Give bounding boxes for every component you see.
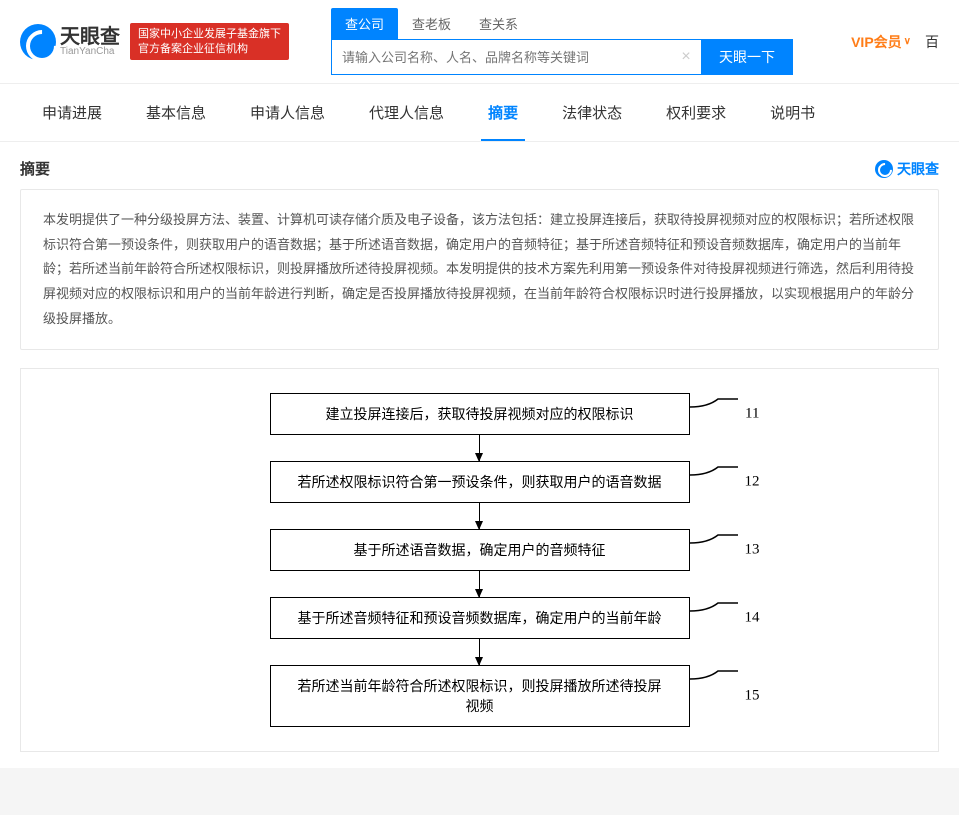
lead-line: [690, 465, 738, 479]
flow-arrow: [479, 435, 481, 461]
search-input[interactable]: [331, 39, 671, 75]
vip-link[interactable]: VIP会员∨ 百: [851, 32, 939, 52]
clear-icon[interactable]: ×: [671, 39, 701, 75]
tab-applicant[interactable]: 申请人信息: [228, 84, 347, 141]
search-tab-boss[interactable]: 查老板: [398, 8, 465, 39]
flow-node-box: 若所述权限标识符合第一预设条件，则获取用户的语音数据: [270, 461, 690, 503]
flow-node-number: 11: [745, 406, 759, 423]
flow-node-12: 若所述权限标识符合第一预设条件，则获取用户的语音数据12: [270, 461, 690, 503]
header: 天眼查 TianYanCha 国家中小企业发展子基金旗下 官方备案企业征信机构 …: [0, 0, 959, 84]
flow-node-box: 若所述当前年龄符合所述权限标识，则投屏播放所述待投屏视频: [270, 665, 690, 727]
search-bar: × 天眼一下: [331, 39, 793, 75]
lead-line: [690, 669, 738, 683]
logo-text-cn: 天眼查: [60, 27, 120, 47]
tab-agent[interactable]: 代理人信息: [347, 84, 466, 141]
flow-node-14: 基于所述音频特征和预设音频数据库，确定用户的当前年龄14: [270, 597, 690, 639]
logo-text-en: TianYanCha: [60, 47, 120, 57]
flow-arrow: [479, 639, 481, 665]
tab-progress[interactable]: 申请进展: [20, 84, 124, 141]
flow-arrow: [479, 571, 481, 597]
lead-line: [690, 397, 738, 411]
flowchart: 建立投屏连接后，获取待投屏视频对应的权限标识11若所述权限标识符合第一预设条件，…: [20, 368, 939, 752]
flow-node-11: 建立投屏连接后，获取待投屏视频对应的权限标识11: [270, 393, 690, 435]
logo-icon: [20, 24, 56, 60]
search-tabs: 查公司 查老板 查关系: [331, 8, 793, 39]
abstract-text: 本发明提供了一种分级投屏方法、装置、计算机可读存储介质及电子设备，该方法包括：建…: [20, 189, 939, 350]
flow-node-number: 13: [745, 542, 760, 559]
tab-spec[interactable]: 说明书: [748, 84, 837, 141]
tab-legal[interactable]: 法律状态: [540, 84, 644, 141]
lead-line: [690, 601, 738, 615]
section-title: 摘要: [20, 158, 50, 179]
right-cut: 百: [925, 32, 939, 52]
tab-claims[interactable]: 权利要求: [644, 84, 748, 141]
flow-arrow: [479, 503, 481, 529]
tab-abstract[interactable]: 摘要: [466, 84, 540, 141]
logo[interactable]: 天眼查 TianYanCha: [20, 24, 120, 60]
flow-node-15: 若所述当前年龄符合所述权限标识，则投屏播放所述待投屏视频15: [270, 665, 690, 727]
search-tab-relation[interactable]: 查关系: [465, 8, 532, 39]
search-tab-company[interactable]: 查公司: [331, 8, 398, 39]
search-button[interactable]: 天眼一下: [701, 39, 793, 75]
gov-badge: 国家中小企业发展子基金旗下 官方备案企业征信机构: [130, 23, 289, 60]
brand-icon: [875, 160, 893, 178]
tab-basic[interactable]: 基本信息: [124, 84, 228, 141]
lead-line: [690, 533, 738, 547]
flow-node-number: 15: [745, 688, 760, 705]
flow-node-number: 14: [745, 610, 760, 627]
flow-node-box: 基于所述语音数据，确定用户的音频特征: [270, 529, 690, 571]
flow-node-13: 基于所述语音数据，确定用户的音频特征13: [270, 529, 690, 571]
flow-node-number: 12: [745, 474, 760, 491]
nav-tabs: 申请进展 基本信息 申请人信息 代理人信息 摘要 法律状态 权利要求 说明书: [0, 84, 959, 142]
brand-watermark: 天眼查: [875, 159, 939, 179]
flow-node-box: 基于所述音频特征和预设音频数据库，确定用户的当前年龄: [270, 597, 690, 639]
content: 摘要 天眼查 本发明提供了一种分级投屏方法、装置、计算机可读存储介质及电子设备，…: [0, 142, 959, 768]
flow-node-box: 建立投屏连接后，获取待投屏视频对应的权限标识: [270, 393, 690, 435]
